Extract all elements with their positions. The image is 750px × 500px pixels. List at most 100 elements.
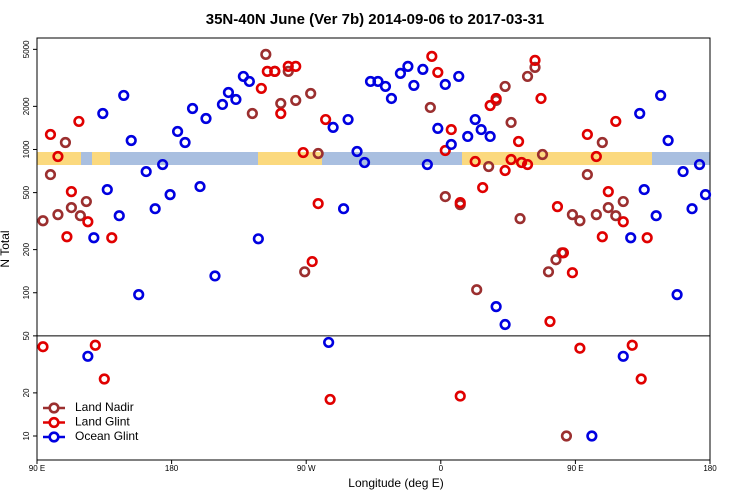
marker [484, 99, 496, 112]
marker [80, 195, 92, 208]
marker [574, 215, 586, 227]
marker [426, 50, 438, 62]
y-tick-label: 100 [22, 286, 31, 300]
marker [560, 430, 573, 442]
marker [617, 350, 629, 362]
marker [439, 78, 451, 91]
marker [98, 373, 110, 385]
marker [602, 186, 614, 198]
marker [106, 232, 118, 244]
marker [590, 150, 602, 163]
marker [44, 128, 57, 141]
marker [209, 270, 221, 282]
chart-title: 35N-40N June (Ver 7b) 2014-09-06 to 2017… [206, 11, 545, 28]
marker [602, 201, 614, 214]
marker [610, 210, 622, 222]
marker [37, 215, 49, 227]
marker [186, 102, 199, 115]
marker [394, 67, 407, 80]
marker [133, 289, 145, 301]
x-tick-label: 90 E [29, 464, 45, 473]
marker [462, 130, 474, 143]
marker [655, 89, 667, 102]
marker [358, 156, 371, 169]
marker [97, 107, 109, 120]
marker [566, 209, 579, 221]
marker [617, 195, 629, 208]
marker [515, 156, 528, 169]
marker [282, 65, 294, 77]
marker [171, 125, 184, 138]
marker [260, 48, 272, 60]
x-tick-label: 90 W [297, 464, 316, 473]
marker [297, 146, 309, 159]
marker [179, 136, 191, 149]
marker [445, 138, 457, 151]
marker [379, 80, 392, 93]
marker [65, 201, 77, 214]
marker [499, 164, 511, 177]
marker [521, 70, 534, 83]
marker [484, 130, 496, 143]
marker [625, 232, 637, 244]
marker [149, 203, 161, 215]
legend-label: Ocean Glint [75, 429, 139, 443]
marker [324, 393, 336, 406]
marker [662, 134, 674, 147]
legend-marker [48, 416, 60, 429]
marker [477, 181, 489, 194]
marker [421, 158, 433, 171]
y-tick-label: 500 [22, 185, 31, 199]
marker [439, 144, 451, 157]
marker [635, 373, 647, 385]
plot-frame [36, 37, 711, 461]
marker [574, 342, 586, 354]
marker [557, 247, 570, 259]
marker [164, 189, 176, 201]
x-tick-label: 90 E [567, 464, 583, 473]
marker [125, 134, 137, 147]
marker [505, 153, 517, 166]
marker [544, 315, 556, 328]
marker [550, 254, 562, 266]
marker [590, 209, 602, 221]
marker [252, 233, 264, 245]
marker [52, 150, 64, 163]
marker [230, 93, 242, 106]
marker [216, 98, 229, 111]
marker [432, 122, 444, 135]
marker [113, 210, 125, 222]
marker [514, 213, 526, 225]
marker [89, 339, 101, 351]
marker [469, 155, 481, 168]
marker [101, 183, 113, 196]
legend-label: Land Glint [75, 415, 130, 429]
y-tick-label: 50 [22, 331, 31, 340]
marker [453, 70, 465, 83]
x-tick-label: 180 [703, 464, 717, 473]
marker [222, 86, 235, 99]
marker [699, 189, 712, 201]
marker [566, 267, 579, 279]
marker [275, 97, 287, 110]
y-axis-label: N Total [0, 230, 12, 267]
marker [581, 168, 593, 181]
marker [499, 80, 511, 93]
marker [505, 116, 517, 129]
marker [650, 210, 662, 222]
marker [82, 216, 94, 228]
marker [243, 75, 255, 88]
marker [342, 113, 354, 126]
marker [535, 92, 547, 105]
marker [596, 231, 608, 243]
marker [671, 289, 683, 301]
marker [385, 92, 398, 105]
marker [499, 318, 511, 331]
marker [596, 136, 608, 149]
marker [551, 201, 564, 213]
marker [610, 115, 622, 128]
marker [44, 168, 57, 181]
marker [306, 255, 318, 268]
